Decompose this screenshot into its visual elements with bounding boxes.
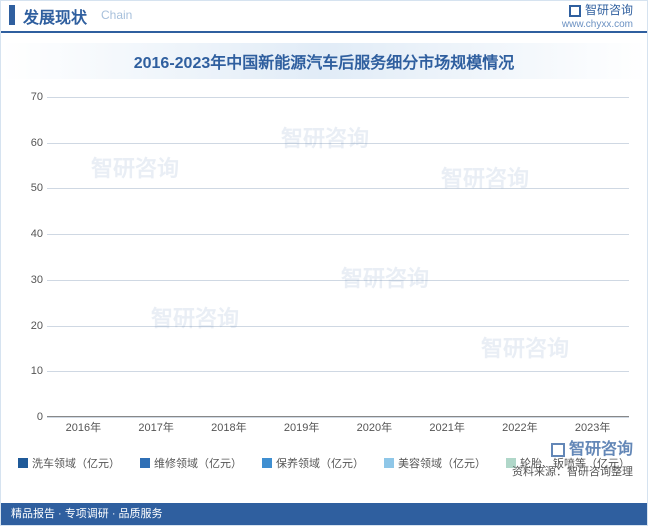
legend-item: 维修领域（亿元）	[140, 455, 242, 471]
header-bar: 发展现状 Chain 智研咨询 www.chyxx.com	[1, 1, 647, 33]
x-tick-label: 2021年	[429, 419, 464, 435]
y-tick-label: 50	[17, 182, 43, 194]
gridline	[47, 97, 629, 98]
legend-swatch	[384, 458, 394, 468]
y-tick-label: 60	[17, 137, 43, 149]
header-brand: 智研咨询 www.chyxx.com	[562, 4, 633, 31]
gridline	[47, 326, 629, 327]
legend-label: 美容领域（亿元）	[398, 455, 486, 471]
gridline	[47, 371, 629, 372]
brand-name: 智研咨询	[585, 3, 633, 17]
x-tick-label: 2016年	[66, 419, 101, 435]
header-title: 发展现状	[23, 4, 87, 28]
bars-layer	[47, 97, 629, 417]
page: 发展现状 Chain 智研咨询 www.chyxx.com 2016-2023年…	[0, 0, 648, 526]
brand-icon	[569, 5, 581, 17]
x-tick-label: 2019年	[284, 419, 319, 435]
source-label: 资料来源：智研咨询整理	[512, 463, 633, 479]
y-tick-label: 10	[17, 365, 43, 377]
y-tick-label: 30	[17, 274, 43, 286]
brand-url: www.chyxx.com	[562, 19, 633, 30]
legend-item: 美容领域（亿元）	[384, 455, 486, 471]
x-tick-label: 2017年	[138, 419, 173, 435]
plot-area: 0102030405060702016年2017年2018年2019年2020年…	[47, 97, 629, 417]
gridline	[47, 280, 629, 281]
legend-swatch	[18, 458, 28, 468]
legend-label: 维修领域（亿元）	[154, 455, 242, 471]
header-accent	[9, 5, 15, 25]
y-tick-label: 70	[17, 91, 43, 103]
gridline	[47, 188, 629, 189]
watermark-logo: 智研咨询	[551, 435, 633, 459]
legend-label: 保养领域（亿元）	[276, 455, 364, 471]
x-tick-label: 2023年	[575, 419, 610, 435]
x-tick-label: 2022年	[502, 419, 537, 435]
x-tick-label: 2020年	[357, 419, 392, 435]
x-tick-label: 2018年	[211, 419, 246, 435]
chart-title: 2016-2023年中国新能源汽车后服务细分市场规模情况	[1, 43, 647, 79]
chart-area: 2016-2023年中国新能源汽车后服务细分市场规模情况 01020304050…	[1, 33, 647, 503]
legend-swatch	[262, 458, 272, 468]
footer-bar: 精品报告 · 专项调研 · 品质服务	[1, 503, 647, 525]
y-tick-label: 20	[17, 320, 43, 332]
y-tick-label: 0	[17, 411, 43, 423]
header-subtitle: Chain	[101, 8, 132, 22]
y-tick-label: 40	[17, 228, 43, 240]
watermark-logo-icon	[551, 443, 565, 457]
gridline	[47, 417, 629, 418]
legend-label: 洗车领域（亿元）	[32, 455, 120, 471]
legend-swatch	[140, 458, 150, 468]
gridline	[47, 143, 629, 144]
legend-item: 保养领域（亿元）	[262, 455, 364, 471]
gridline	[47, 234, 629, 235]
legend-item: 洗车领域（亿元）	[18, 455, 120, 471]
